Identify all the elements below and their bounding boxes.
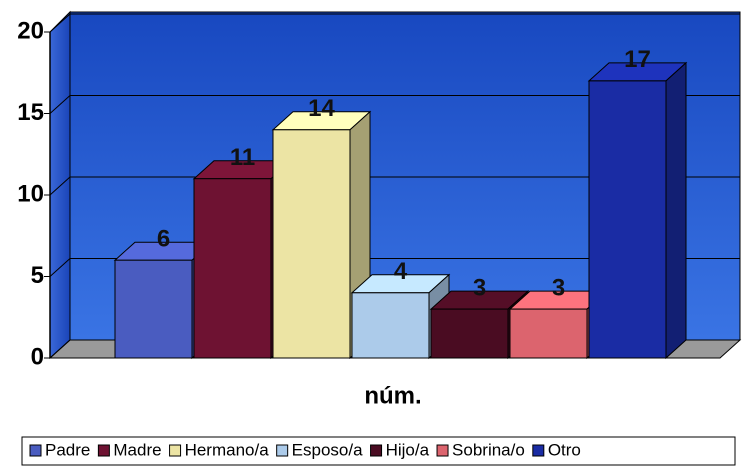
- bar: [272, 129, 351, 359]
- legend-label: Padre: [45, 440, 90, 459]
- legend-label: Madre: [113, 440, 161, 459]
- legend-swatch: [29, 444, 42, 457]
- y-tick-label: 0: [31, 343, 44, 370]
- grid-line: [49, 339, 71, 359]
- legend-swatch: [276, 444, 289, 457]
- y-tick-label: 15: [17, 99, 44, 126]
- value-label: 4: [394, 258, 408, 285]
- legend-label: Otro: [548, 440, 581, 459]
- grid-line: [49, 258, 71, 277]
- legend-label: Hijo/a: [386, 440, 430, 459]
- value-label: 3: [552, 274, 565, 301]
- legend-swatch: [169, 444, 182, 457]
- bar: [430, 308, 509, 359]
- bar: [351, 292, 430, 359]
- y-tick-label: 10: [17, 180, 44, 207]
- y-tick-label: 5: [31, 262, 44, 289]
- bar-side: [665, 61, 687, 360]
- legend-swatch: [97, 444, 110, 457]
- x-category-label: núm.: [364, 382, 421, 409]
- legend-swatch: [532, 444, 545, 457]
- value-label: 6: [157, 226, 170, 253]
- grid-line: [49, 13, 71, 33]
- y-tick-label: 20: [17, 17, 44, 44]
- bar: [509, 308, 588, 359]
- legend-label: Sobrina/o: [452, 440, 525, 459]
- legend-box: [21, 436, 736, 466]
- legend-swatch: [370, 444, 383, 457]
- bar: [193, 178, 272, 359]
- value-label: 11: [230, 144, 255, 171]
- value-label: 14: [308, 95, 335, 122]
- legend-swatch: [436, 444, 449, 457]
- value-label: 17: [624, 46, 651, 73]
- bar: [588, 80, 667, 359]
- bar: [114, 259, 193, 359]
- legend-label: Hermano/a: [185, 440, 270, 459]
- grid-line: [49, 176, 71, 196]
- legend-label: Esposo/a: [292, 440, 363, 459]
- grid-line: [49, 95, 71, 114]
- value-label: 3: [473, 274, 486, 301]
